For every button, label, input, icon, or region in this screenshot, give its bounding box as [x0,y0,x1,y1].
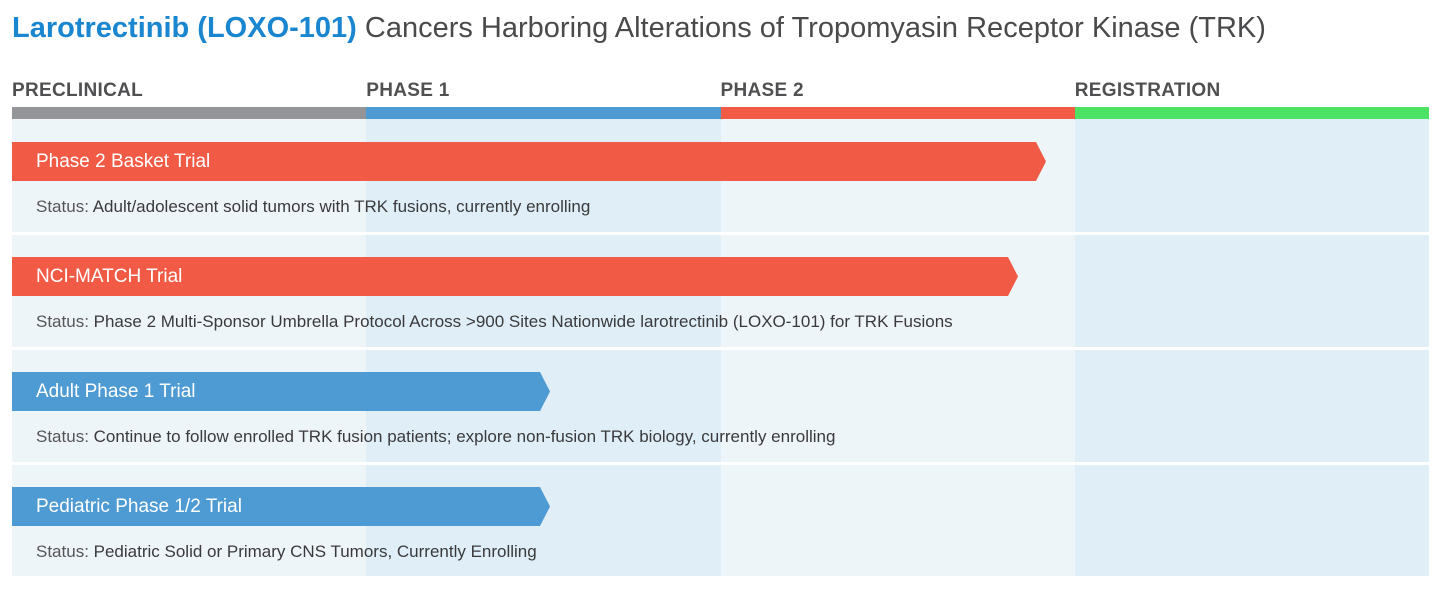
phase-bar-phase-1 [366,107,721,119]
trial-progress-arrow: Phase 2 Basket Trial [12,142,1046,181]
phase-bar-registration [1074,107,1429,119]
row-divider [12,462,1429,465]
status-prefix: Status: [36,312,94,331]
phase-label-phase-1: PHASE 1 [366,80,450,101]
arrow-shape [12,257,1018,296]
trial-name: Phase 2 Basket Trial [36,151,211,172]
arrow-shape [12,142,1046,181]
trial-status: Status: Adult/adolescent solid tumors wi… [36,197,590,217]
title-description: Cancers Harboring Alterations of Tropomy… [364,12,1266,44]
trial-status: Status: Phase 2 Multi-Sponsor Umbrella P… [36,312,953,332]
trial-progress-arrow: NCI-MATCH Trial [12,257,1018,296]
phase-bar-preclinical [12,107,367,119]
trial-status: Status: Continue to follow enrolled TRK … [36,427,835,447]
status-prefix: Status: [36,427,94,446]
arrow-shape [12,372,550,411]
phase-label-registration: REGISTRATION [1074,80,1221,101]
trial-status: Status: Pediatric Solid or Primary CNS T… [36,542,537,562]
phase-label-phase-2: PHASE 2 [720,80,804,101]
status-value: Continue to follow enrolled TRK fusion p… [93,427,836,446]
page-title: Larotrectinib (LOXO-101) Cancers Harbori… [12,10,1266,46]
trial-name: NCI-MATCH Trial [36,266,183,287]
arrow-shape [12,487,550,526]
status-prefix: Status: [36,197,93,216]
trial-name: Adult Phase 1 Trial [36,381,196,402]
phase-label-preclinical: PRECLINICAL [12,80,144,101]
trial-progress-arrow: Pediatric Phase 1/2 Trial [12,487,550,526]
drug-name: Larotrectinib (LOXO-101) [12,12,357,44]
phase-bar-phase-2 [720,107,1075,119]
status-value: Pediatric Solid or Primary CNS Tumors, C… [93,542,537,561]
trial-progress-arrow: Adult Phase 1 Trial [12,372,550,411]
row-divider [12,347,1429,350]
row-divider [12,232,1429,235]
status-prefix: Status: [36,542,94,561]
status-value: Phase 2 Multi-Sponsor Umbrella Protocol … [93,312,953,331]
status-value: Adult/adolescent solid tumors with TRK f… [92,197,591,216]
trial-name: Pediatric Phase 1/2 Trial [36,496,242,517]
